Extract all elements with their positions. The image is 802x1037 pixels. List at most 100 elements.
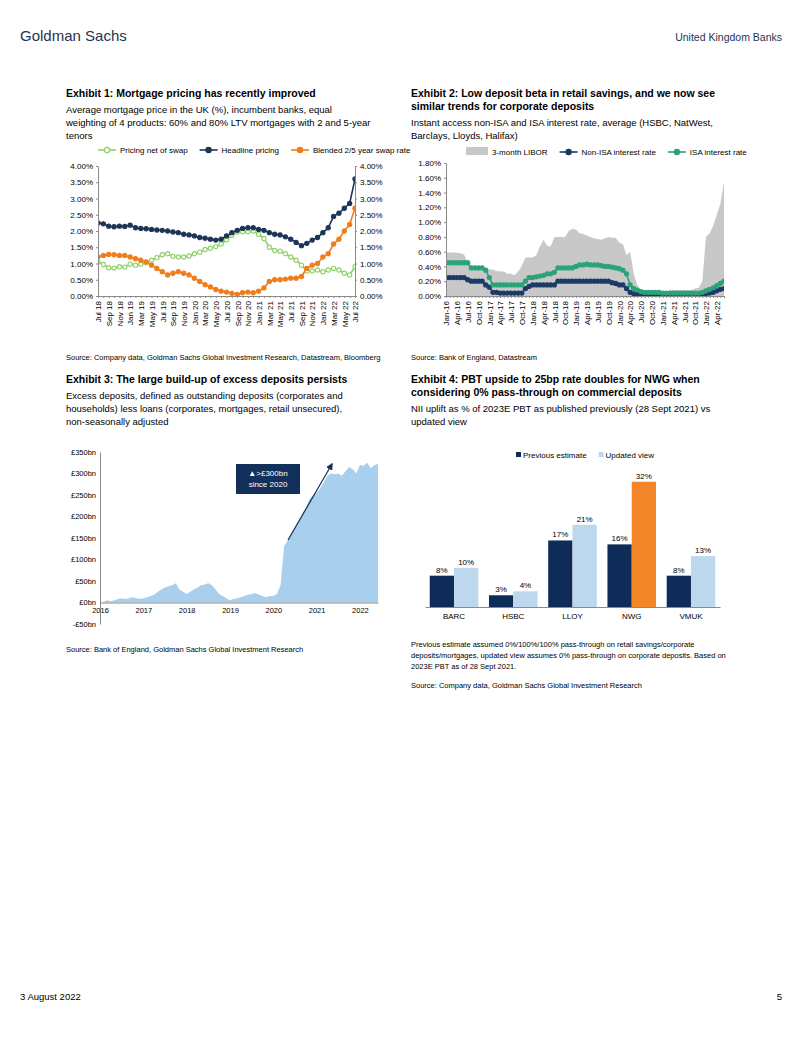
- y2-axis-tick-label: 2.50%: [360, 211, 383, 220]
- x-axis-tick-label: BARC: [443, 612, 465, 621]
- x-axis: 2016201720182019202020212022: [92, 603, 378, 615]
- marker: [203, 236, 207, 240]
- legend-label: 3-month LIBOR: [492, 148, 548, 157]
- x-axis-tick: Nov 20: [244, 296, 253, 326]
- y-axis-tick: £250bn: [71, 491, 100, 500]
- x-axis-line: [99, 296, 356, 297]
- legend-label: Pricing net of swap: [120, 146, 188, 155]
- header-section: United Kingdom Banks: [675, 31, 782, 43]
- x-axis-tick-label: 2022: [352, 606, 369, 615]
- legend-label: Non-ISA interest rate: [582, 148, 657, 157]
- x-axis-tick: [681, 296, 682, 298]
- y-axis-tick-label: 1.20%: [418, 203, 441, 212]
- x-axis-tick-mark: [210, 296, 211, 298]
- x-axis-tick-mark: [307, 296, 308, 298]
- y-axis-tick: 0.20%: [418, 277, 446, 286]
- marker: [337, 268, 341, 272]
- legend: 3-month LIBORNon-ISA interest rateISA in…: [466, 147, 747, 157]
- line-series: [98, 179, 355, 246]
- marker: [321, 231, 325, 235]
- marker: [342, 206, 346, 210]
- marker: [294, 240, 298, 244]
- y-axis-tick-label: 1.00%: [70, 260, 93, 269]
- x-axis-tick: [471, 296, 472, 298]
- y2-axis-tick-mark: [355, 215, 357, 216]
- x-axis-tick-mark: [720, 296, 721, 298]
- marker: [149, 227, 153, 231]
- x-axis-tick: Jul-19: [594, 296, 603, 323]
- legend-swatch: [466, 147, 488, 155]
- x-axis-tick-mark: [194, 296, 195, 298]
- chart-subtitle: updated view: [411, 416, 467, 427]
- annotation-box: [236, 464, 300, 494]
- x-axis-tick: [659, 296, 660, 298]
- x-axis-tick: [558, 296, 559, 298]
- marker: [155, 228, 159, 232]
- y2-axis-tick-label: 1.50%: [360, 243, 383, 252]
- x-axis-tick: Jul 19: [159, 296, 168, 322]
- y2-axis-tick-label: 3.50%: [360, 178, 383, 187]
- x-axis-tick-mark: [157, 296, 158, 298]
- chart-title: similar trends for corporate deposits: [411, 100, 594, 112]
- x-axis-tick-mark: [189, 296, 190, 298]
- y-axis-tick: £350bn: [71, 448, 100, 457]
- marker: [353, 206, 355, 210]
- x-axis-tick: Sep 20: [234, 296, 243, 326]
- x-axis-tick: May 21: [276, 296, 285, 327]
- x-axis-tick: [666, 296, 667, 298]
- x-axis-tick: [677, 296, 678, 298]
- y-axis-tick: £300bn: [71, 469, 100, 478]
- marker: [273, 278, 277, 282]
- marker: [299, 274, 303, 278]
- marker: [208, 246, 212, 250]
- y-axis: 0.00%0.20%0.40%0.60%0.80%1.00%1.20%1.40%…: [418, 159, 446, 301]
- x-axis-tick-mark: [334, 296, 335, 298]
- x-axis-tick-label: Jul-21: [681, 300, 690, 322]
- y2-axis-tick: 1.00%: [355, 260, 383, 269]
- x-axis-tick-label: Sep 19: [169, 300, 178, 326]
- y-axis-tick-mark: [96, 215, 98, 216]
- x-axis-tick-mark: [114, 296, 115, 298]
- x-axis-tick: [189, 296, 190, 298]
- footer-page: 5: [777, 991, 782, 1002]
- y2-axis-tick: 1.50%: [355, 243, 383, 252]
- x-axis-tick-label: Nov 20: [244, 300, 253, 326]
- x-axis-tick-mark: [645, 296, 646, 298]
- marker: [621, 268, 625, 272]
- x-axis-tick-mark: [605, 296, 606, 298]
- marker: [262, 236, 266, 240]
- marker: [289, 237, 293, 241]
- x-axis-tick-mark: [135, 296, 136, 298]
- x-axis-tick: Apr-16: [453, 296, 462, 325]
- x-axis-tick-mark: [200, 296, 201, 298]
- x-axis-tick-label: Jan-19: [572, 300, 581, 325]
- chart-source: Source: Company data, Goldman Sachs Glob…: [66, 353, 380, 362]
- marker: [484, 268, 488, 272]
- x-axis-tick-mark: [587, 296, 588, 298]
- x-axis-tick: [612, 296, 613, 298]
- marker: [353, 177, 355, 181]
- x-axis-tick: Jan-18: [529, 296, 538, 325]
- data-label: 13%: [695, 546, 711, 555]
- legend-marker: [297, 147, 302, 152]
- line-series: [446, 263, 724, 293]
- x-axis-tick: [713, 296, 714, 298]
- marker: [192, 252, 196, 256]
- y-axis-tick-mark: [444, 281, 446, 282]
- plot-area: [446, 181, 724, 296]
- x-axis-tick: May 22: [341, 296, 350, 327]
- chart-subtitle: tenors: [66, 130, 93, 141]
- y-axis-tick-label: 0.00%: [418, 292, 441, 301]
- x-axis-tick-mark: [713, 296, 714, 298]
- marker: [144, 227, 148, 231]
- marker: [289, 255, 293, 259]
- x-axis-tick: Jan 19: [126, 296, 135, 325]
- marker: [240, 226, 244, 230]
- y-axis: -£50bn£0bn£50bn£100bn£150bn£200bn£250bn£…: [71, 448, 101, 629]
- marker: [176, 255, 180, 259]
- x-axis-tick: NWG: [622, 607, 642, 621]
- marker: [219, 242, 223, 246]
- x-axis-tick: [507, 296, 508, 298]
- chart-subtitle: weighting of 4 products: 60% and 80% LTV…: [65, 117, 371, 128]
- marker: [321, 255, 325, 259]
